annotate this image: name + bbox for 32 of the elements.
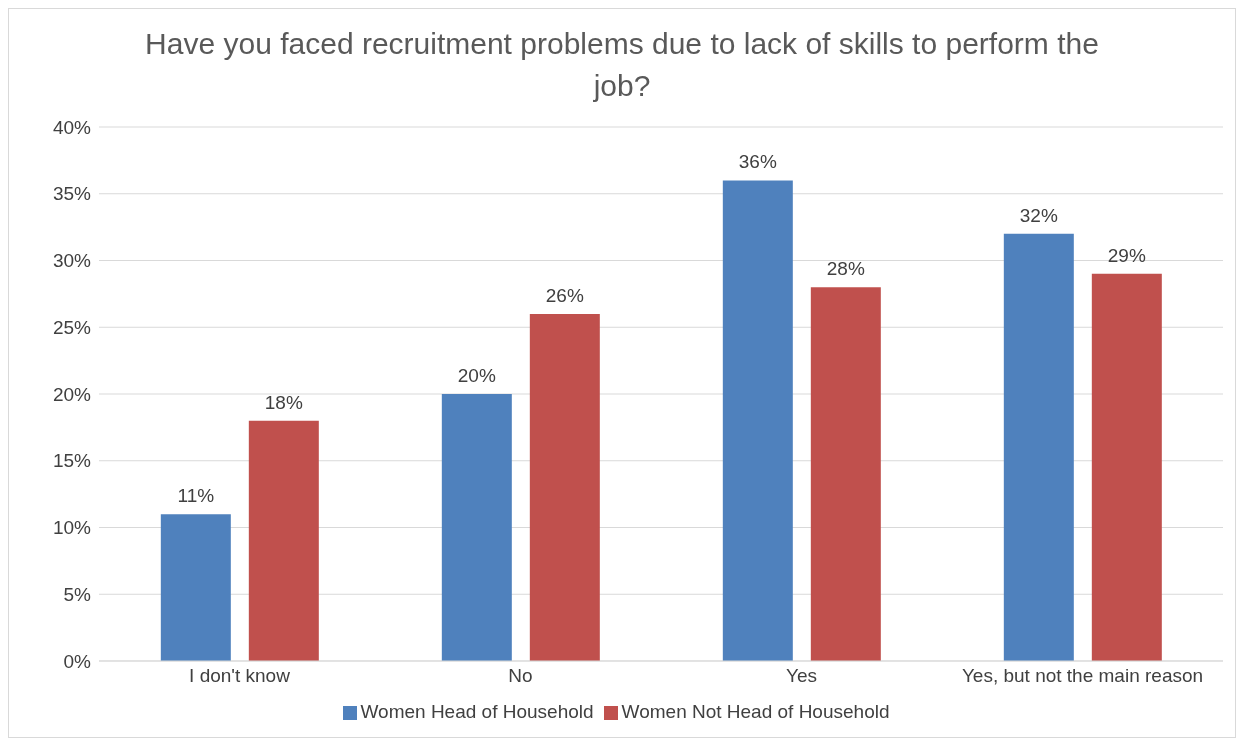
data-label: 18% — [264, 391, 303, 413]
bar — [529, 313, 600, 661]
bar — [160, 514, 231, 661]
x-tick-label: No — [508, 665, 533, 687]
data-label: 36% — [738, 151, 777, 173]
y-tick-label: 20% — [52, 383, 92, 405]
data-label: 29% — [1107, 244, 1146, 266]
y-tick-label: 15% — [52, 450, 92, 472]
data-label: 20% — [457, 365, 496, 386]
y-tick-label: 25% — [52, 316, 92, 338]
data-label: 28% — [826, 258, 865, 280]
bar — [248, 420, 319, 661]
y-tick-label: 0% — [63, 650, 92, 672]
y-tick-label: 35% — [52, 183, 92, 205]
data-label: 32% — [1019, 204, 1058, 226]
bar — [1003, 233, 1074, 661]
data-label: 11% — [177, 485, 215, 507]
y-tick-label: 5% — [63, 583, 92, 605]
x-tick-label: I don't know — [189, 665, 291, 687]
bar — [1091, 273, 1162, 661]
x-tick-label: Yes, but not the main reason — [961, 665, 1204, 687]
bar — [722, 180, 793, 661]
data-label: 26% — [545, 284, 584, 306]
y-tick-label: 30% — [52, 250, 92, 272]
bar — [810, 287, 881, 661]
chart-title: Have you faced recruitment problems due to lack of skills to perform the job? — [144, 26, 1100, 104]
bar — [441, 394, 512, 661]
legend-label: Women Not Head of Household — [621, 701, 890, 722]
y-tick-label: 40% — [52, 116, 92, 138]
legend-label: Women Head of Household — [360, 701, 594, 722]
y-tick-label: 10% — [52, 517, 92, 539]
x-tick-label: Yes — [786, 665, 817, 687]
